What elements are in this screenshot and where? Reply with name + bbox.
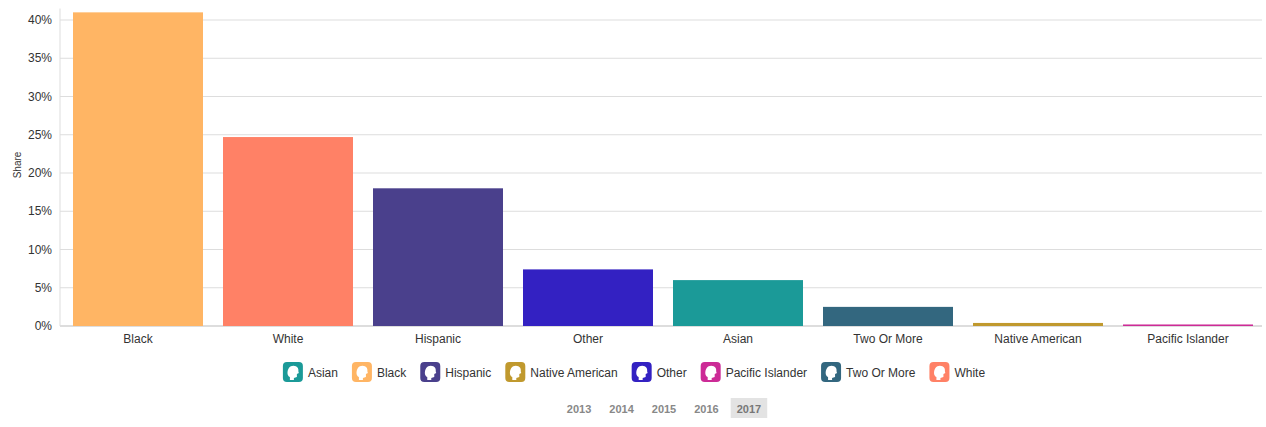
x-tick-label: Asian xyxy=(723,332,753,346)
year-option[interactable]: 2013 xyxy=(567,403,591,415)
x-tick-label: White xyxy=(273,332,304,346)
legend-icon xyxy=(420,362,440,382)
chart: 0% 5% 10% 15% 20% 25% 30% 35% 40% Share Black White… xyxy=(0,0,1266,427)
legend-swatch xyxy=(929,362,949,382)
bar xyxy=(373,188,503,326)
legend-swatch xyxy=(701,362,721,382)
legend-head xyxy=(636,366,647,380)
y-axis-line xyxy=(60,9,61,326)
legend-head xyxy=(934,366,945,380)
legend-label: Hispanic xyxy=(445,366,491,380)
legend-swatch xyxy=(632,362,652,382)
y-tick-label: 20% xyxy=(28,166,52,180)
legend-item: Black xyxy=(352,362,407,382)
legend-item: Other xyxy=(632,362,687,382)
y-tick-label: 10% xyxy=(28,243,52,257)
legend-head xyxy=(705,366,716,380)
x-tick-label: Hispanic xyxy=(415,332,461,346)
grid-line xyxy=(60,20,1262,21)
year-bg xyxy=(688,398,724,418)
y-tick-label: 5% xyxy=(35,281,53,295)
legend-label: White xyxy=(954,366,985,380)
legend-swatch xyxy=(352,362,372,382)
legend: Asian Black Hispanic Native American Other Pa… xyxy=(283,362,986,382)
y-tick-label: 0% xyxy=(35,319,53,333)
year-selected-bg xyxy=(731,398,767,418)
legend-label: Other xyxy=(657,366,687,380)
x-tick-label: Pacific Islander xyxy=(1147,332,1228,346)
legend-swatch xyxy=(420,362,440,382)
legend-label: Black xyxy=(377,366,407,380)
bar xyxy=(1123,324,1253,326)
legend-icon xyxy=(701,362,721,382)
legend-item: White xyxy=(929,362,985,382)
legend-item: Two Or More xyxy=(821,362,916,382)
legend-icon xyxy=(929,362,949,382)
x-tick-label: Black xyxy=(123,332,153,346)
bar xyxy=(823,307,953,326)
year-bg xyxy=(603,398,639,418)
bars xyxy=(73,12,1253,326)
legend-label: Asian xyxy=(308,366,338,380)
legend-icon xyxy=(632,362,652,382)
legend-swatch xyxy=(505,362,525,382)
legend-head xyxy=(425,366,436,380)
legend-item: Hispanic xyxy=(420,362,491,382)
year-option[interactable]: 2014 xyxy=(609,403,634,415)
legend-head xyxy=(357,366,368,380)
legend-head xyxy=(510,366,521,380)
legend-item: Asian xyxy=(283,362,338,382)
legend-icon xyxy=(505,362,525,382)
year-option[interactable]: 2016 xyxy=(694,403,718,415)
year-bg xyxy=(646,398,682,418)
year-selector: 2013 2014 2015 2016 2017 xyxy=(561,398,767,418)
year-option[interactable]: 2017 xyxy=(737,403,761,415)
bar xyxy=(523,269,653,326)
legend-swatch xyxy=(821,362,841,382)
bar xyxy=(223,137,353,326)
legend-label: Pacific Islander xyxy=(726,366,807,380)
grid-line xyxy=(60,58,1262,59)
year-bg xyxy=(561,398,597,418)
grid-line xyxy=(60,96,1262,97)
bar xyxy=(973,323,1103,326)
legend-swatch xyxy=(283,362,303,382)
legend-head xyxy=(287,366,298,380)
bar xyxy=(73,12,203,326)
y-tick-label: 15% xyxy=(28,204,52,218)
legend-icon xyxy=(352,362,372,382)
year-option[interactable]: 2015 xyxy=(652,403,676,415)
x-tick-label: Two Or More xyxy=(853,332,923,346)
grid-line xyxy=(60,134,1262,135)
x-tick-label: Other xyxy=(573,332,603,346)
y-tick-label: 40% xyxy=(28,13,52,27)
x-tick-label: Native American xyxy=(994,332,1081,346)
legend-head xyxy=(826,366,837,380)
y-tick-label: 30% xyxy=(28,90,52,104)
legend-label: Native American xyxy=(530,366,617,380)
legend-item: Pacific Islander xyxy=(701,362,807,382)
y-tick-label: 25% xyxy=(28,128,52,142)
bar xyxy=(673,280,803,326)
y-tick-label: 35% xyxy=(28,51,52,65)
legend-item: Native American xyxy=(505,362,617,382)
legend-label: Two Or More xyxy=(846,366,916,380)
legend-icon xyxy=(283,362,303,382)
legend-icon xyxy=(821,362,841,382)
y-axis-label: Share xyxy=(12,151,23,178)
